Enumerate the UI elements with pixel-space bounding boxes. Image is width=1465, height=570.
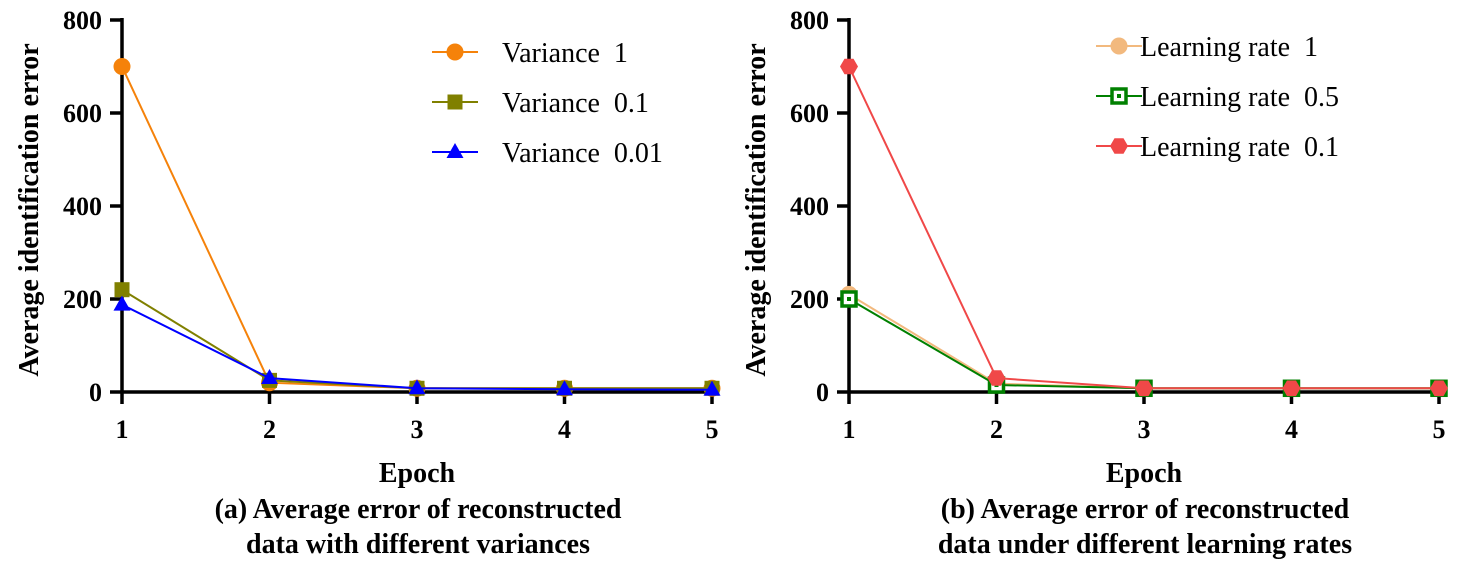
series-3 bbox=[113, 295, 721, 396]
x-axis-title: Epoch bbox=[379, 458, 456, 489]
data-point bbox=[987, 370, 1006, 386]
y-tick-label: 200 bbox=[63, 285, 102, 314]
x-tick-label: 4 bbox=[558, 415, 571, 444]
data-point bbox=[556, 380, 573, 396]
x-tick-label: 1 bbox=[843, 415, 856, 444]
legend-label: Variance 0.1 bbox=[502, 88, 649, 119]
legend-item: Learning rate 0.1 bbox=[1096, 132, 1339, 163]
x-tick-label: 2 bbox=[263, 415, 276, 444]
legend-label: Variance 0.01 bbox=[502, 138, 663, 169]
series-2 bbox=[840, 290, 1448, 398]
y-tick-label: 600 bbox=[63, 99, 102, 128]
data-point bbox=[408, 379, 426, 395]
y-tick-label: 400 bbox=[63, 192, 102, 221]
y-tick-label: 400 bbox=[790, 192, 829, 221]
chart-caption-line: (a) Average error of reconstructed bbox=[215, 494, 622, 525]
data-point bbox=[1282, 380, 1301, 397]
y-tick-label: 0 bbox=[89, 378, 102, 407]
data-point bbox=[840, 58, 858, 75]
legend-label: Learning rate 0.5 bbox=[1140, 82, 1339, 113]
x-tick-label: 3 bbox=[411, 415, 424, 444]
chart-caption-line: data with different variances bbox=[246, 529, 590, 560]
y-axis-title: Average identification error bbox=[741, 43, 772, 376]
legend-label: Variance 1 bbox=[502, 38, 628, 69]
data-point bbox=[840, 290, 858, 308]
series-line bbox=[848, 66, 1439, 390]
legend-marker bbox=[447, 94, 463, 110]
x-tick-label: 1 bbox=[116, 415, 129, 444]
axes: 0 200 400 600 800 1 2 3 4 5 bbox=[63, 6, 719, 444]
y-tick-label: 200 bbox=[790, 285, 829, 314]
series-line bbox=[848, 293, 1439, 390]
x-tick-label: 3 bbox=[1138, 415, 1151, 444]
y-tick-label: 800 bbox=[790, 6, 829, 35]
legend-label: Learning rate 1 bbox=[1140, 32, 1318, 63]
series-3 bbox=[840, 58, 1448, 397]
legend: Variance 1 Variance 0.1 Variance 0.01 bbox=[432, 38, 663, 169]
legend-item: Variance 0.01 bbox=[432, 138, 663, 169]
legend-marker bbox=[1110, 37, 1128, 55]
y-tick-label: 600 bbox=[790, 99, 829, 128]
y-axis-title: Average identification error bbox=[14, 43, 45, 376]
legend-marker bbox=[446, 43, 464, 61]
chart-panel-a: 0 200 400 600 800 1 2 3 4 5 Average identification… bbox=[14, 6, 721, 560]
legend-item: Variance 1 bbox=[432, 38, 628, 69]
data-point bbox=[114, 282, 130, 298]
legend-marker bbox=[446, 143, 464, 158]
y-tick-label: 0 bbox=[816, 378, 829, 407]
series-line bbox=[121, 288, 712, 390]
legend-marker bbox=[1110, 138, 1128, 154]
legend-label: Learning rate 0.1 bbox=[1140, 132, 1339, 163]
data-point bbox=[1430, 380, 1448, 397]
legend-marker bbox=[1110, 87, 1128, 105]
data-point bbox=[113, 58, 131, 75]
chart-caption-line: (b) Average error of reconstructed bbox=[941, 494, 1350, 525]
chart-caption-line: data under different learning rates bbox=[938, 529, 1352, 560]
legend-item: Variance 0.1 bbox=[432, 88, 649, 119]
data-point bbox=[1135, 380, 1153, 397]
chart-panel-b: 0 200 400 600 800 1 2 3 4 5 Average identification… bbox=[741, 6, 1448, 560]
legend-item: Learning rate 0.5 bbox=[1096, 82, 1339, 113]
data-point bbox=[703, 380, 721, 396]
series-line bbox=[121, 303, 713, 391]
series-line bbox=[848, 298, 1439, 390]
legend: Learning rate 1 Learning rate 0.5 Learning… bbox=[1096, 32, 1339, 163]
x-axis-title: Epoch bbox=[1106, 458, 1183, 489]
data-point bbox=[113, 295, 131, 311]
legend-item: Learning rate 1 bbox=[1096, 32, 1318, 63]
x-tick-label: 2 bbox=[990, 415, 1003, 444]
series-2 bbox=[114, 282, 720, 396]
x-tick-label: 5 bbox=[706, 415, 719, 444]
x-tick-label: 5 bbox=[1433, 415, 1446, 444]
axes: 0 200 400 600 800 1 2 3 4 5 bbox=[790, 6, 1446, 444]
y-tick-label: 800 bbox=[63, 6, 102, 35]
data-point bbox=[261, 369, 278, 385]
x-tick-label: 4 bbox=[1285, 415, 1298, 444]
